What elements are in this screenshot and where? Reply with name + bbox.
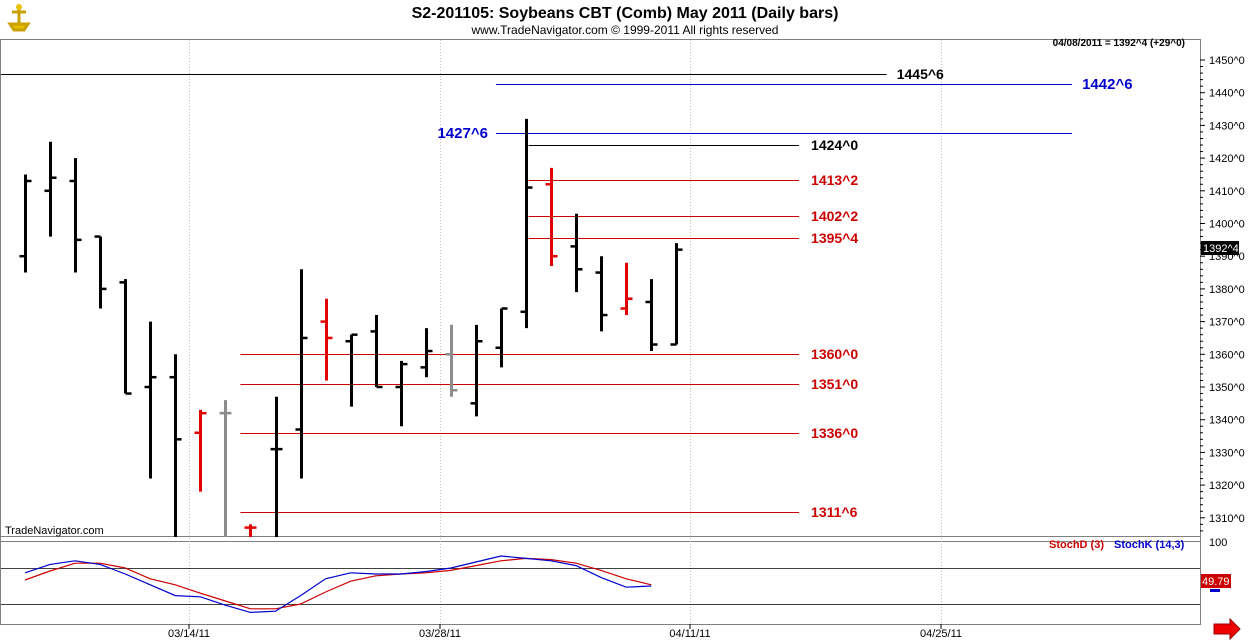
price-tick-label: 1340^0 — [1209, 415, 1245, 427]
level-label: 1336^0 — [811, 425, 858, 441]
price-bar — [194, 409, 207, 492]
price-bars — [19, 118, 683, 537]
level-label: 1360^0 — [811, 346, 858, 362]
stoch-k-line — [24, 555, 652, 614]
date-tick-label: 04/11/11 — [669, 628, 710, 640]
level-label: 1402^2 — [811, 208, 858, 224]
date-tick-label: 04/25/11 — [920, 628, 962, 640]
price-bar — [69, 158, 82, 273]
stoch-d-line — [24, 557, 652, 610]
price-bar — [44, 141, 57, 237]
current-price-tag: 1392^4 — [1201, 241, 1239, 256]
price-bar — [370, 315, 383, 389]
price-bar — [645, 279, 658, 352]
stoch-current-label: 49.79 — [1202, 576, 1230, 588]
price-tick-label: 1360^0 — [1209, 349, 1245, 361]
level-label: 1424^0 — [811, 137, 858, 153]
price-bar — [470, 324, 483, 417]
scroll-right-arrow-icon[interactable] — [1213, 617, 1241, 641]
level-label: 1427^6 — [437, 125, 487, 142]
tradenavigator-logo-icon[interactable] — [4, 2, 34, 32]
price-bar — [94, 235, 107, 309]
price-tick-label: 1330^0 — [1209, 447, 1245, 459]
price-tick-label: 1410^0 — [1209, 186, 1245, 198]
price-bar — [219, 400, 232, 537]
price-tick-label: 1450^0 — [1209, 55, 1245, 67]
price-bar — [445, 324, 458, 397]
price-bar — [520, 118, 533, 329]
date-tick-label: 03/14/11 — [168, 628, 210, 640]
price-bar — [570, 213, 583, 293]
price-bar — [270, 396, 283, 537]
level-label: 1311^6 — [811, 504, 858, 520]
price-bar — [395, 360, 408, 427]
date-grid — [189, 40, 942, 624]
price-bar — [670, 243, 683, 346]
price-bar — [19, 174, 32, 273]
stochastic-panel — [1, 555, 1200, 614]
price-bar — [295, 269, 308, 479]
price-bar — [244, 524, 257, 537]
price-tick-label: 1440^0 — [1209, 88, 1245, 100]
price-bar — [119, 279, 132, 395]
last-quote: 04/08/2011 = 1392^4 (+29^0) — [1053, 38, 1185, 49]
level-label: 1445^6 — [897, 66, 944, 82]
copyright-line: www.TradeNavigator.com © 1999-2011 All r… — [471, 23, 779, 37]
level-label: 1395^4 — [811, 230, 858, 246]
date-tick-label: 03/28/11 — [419, 628, 461, 640]
date-axis: 03/14/11 03/28/11 04/11/11 04/25/11 — [168, 624, 962, 640]
price-tick-label: 1420^0 — [1209, 153, 1245, 165]
price-bar — [345, 333, 358, 407]
price-axis: 1450^01440^01430^01420^01410^01400^01390… — [1200, 55, 1245, 532]
price-bar — [320, 298, 333, 381]
stoch-k-marker — [1210, 589, 1220, 592]
stoch-current-tag: 49.79 — [1201, 574, 1231, 588]
level-label: 1351^0 — [811, 376, 858, 392]
price-tick-label: 1350^0 — [1209, 382, 1245, 394]
price-bar — [169, 354, 182, 537]
price-tick-label: 1370^0 — [1209, 317, 1245, 329]
price-bar — [420, 328, 433, 378]
price-bar — [545, 167, 558, 267]
price-bar — [595, 256, 608, 332]
legend-stoch-d: StochD (3) — [1049, 539, 1104, 551]
level-lines — [1, 74, 1073, 513]
chart-title: S2-201105: Soybeans CBT (Comb) May 2011 … — [412, 5, 839, 22]
price-tick-label: 1310^0 — [1209, 513, 1245, 525]
legend-stoch-k: StochK (14,3) — [1114, 539, 1185, 551]
price-bar — [620, 262, 633, 316]
price-bar — [144, 321, 157, 479]
level-label: 1413^2 — [811, 172, 858, 188]
stoch-top-label: 100 — [1209, 537, 1227, 549]
price-tick-label: 1430^0 — [1209, 120, 1245, 132]
watermark: TradeNavigator.com — [5, 525, 104, 537]
price-tick-label: 1320^0 — [1209, 480, 1245, 492]
price-bar — [495, 307, 508, 368]
current-price-label: 1392^4 — [1203, 243, 1239, 255]
price-tick-label: 1400^0 — [1209, 219, 1245, 231]
level-label: 1442^6 — [1082, 76, 1132, 93]
price-tick-label: 1380^0 — [1209, 284, 1245, 296]
stoch-panel-frame — [0, 536, 1201, 625]
